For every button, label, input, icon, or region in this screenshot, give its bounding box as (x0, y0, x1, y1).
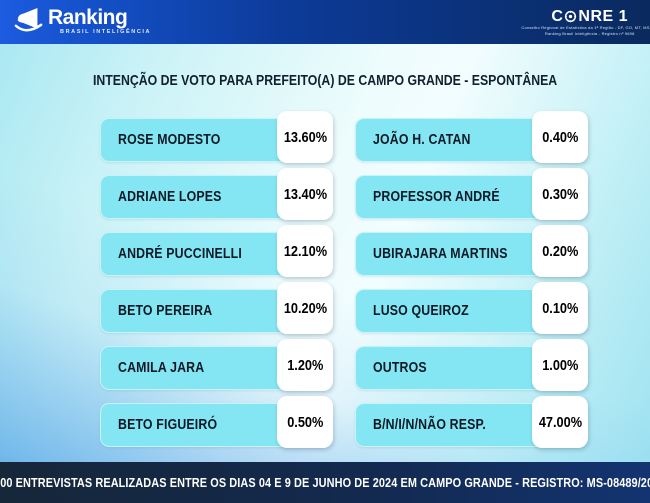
value-box: 0.10% (532, 282, 588, 334)
candidate-name: BETO FIGUEIRÓ (118, 417, 218, 433)
brand-tagline: BRASIL INTELIGÊNCIA (60, 29, 152, 35)
value-text: 10.20% (283, 299, 327, 317)
value-box: 0.40% (532, 111, 588, 163)
candidate-name: OUTROS (373, 360, 427, 376)
result-row: CAMILA JARA 1.20% (100, 339, 333, 391)
value-box: 1.00% (532, 339, 588, 391)
brand-name: Ranking (48, 6, 128, 29)
candidate-name: LUSO QUEIROZ (373, 303, 469, 319)
result-row: B/N/I/N/NÃO RESP. 47.00% (355, 396, 588, 448)
result-row: LUSO QUEIROZ 0.10% (355, 282, 588, 334)
value-text: 13.40% (283, 185, 327, 203)
candidate-name: ROSE MODESTO (118, 132, 221, 148)
value-box: 13.60% (277, 111, 333, 163)
value-box: 10.20% (277, 282, 333, 334)
brand-logo: Ranking BRASIL INTELIGÊNCIA (0, 1, 151, 43)
candidate-name: JOÃO H. CATAN (373, 132, 471, 148)
result-row: ADRIANE LOPES 13.40% (100, 168, 333, 220)
candidate-name: BETO PEREIRA (118, 303, 213, 319)
footer-bar: 2.000 ENTREVISTAS REALIZADAS ENTRE OS DI… (0, 462, 650, 503)
candidate-name: UBIRAJARA MARTINS (373, 246, 508, 262)
megaphone-icon (14, 6, 44, 43)
conre-subtext-1: Conselho Regional de Estatística da 1ª R… (521, 25, 650, 30)
result-row: JOÃO H. CATAN 0.40% (355, 111, 588, 163)
result-row: ROSE MODESTO 13.60% (100, 111, 333, 163)
value-text: 47.00% (538, 413, 582, 431)
result-row: UBIRAJARA MARTINS 0.20% (355, 225, 588, 277)
candidate-name: ADRIANE LOPES (118, 189, 222, 205)
header-bar: Ranking BRASIL INTELIGÊNCIA C NRE 1 Cons… (0, 0, 650, 44)
result-row: PROFESSOR ANDRÉ 0.30% (355, 168, 588, 220)
value-text: 12.10% (283, 242, 327, 260)
value-box: 0.30% (532, 168, 588, 220)
candidate-name: B/N/I/N/NÃO RESP. (373, 417, 486, 433)
conre-logo: C NRE 1 Conselho Regional de Estatística… (521, 7, 650, 36)
result-row: OUTROS 1.00% (355, 339, 588, 391)
value-text: 13.60% (283, 128, 327, 146)
results-column-right: JOÃO H. CATAN 0.40% PROFESSOR ANDRÉ 0.30… (355, 111, 588, 460)
results-column-left: ROSE MODESTO 13.60% ADRIANE LOPES 13.40%… (100, 111, 333, 460)
value-box: 1.20% (277, 339, 333, 391)
value-text: 1.00% (541, 356, 579, 374)
value-box: 0.20% (532, 225, 588, 277)
conre-name: C NRE 1 (551, 7, 629, 25)
result-row: ANDRÉ PUCCINELLI 12.10% (100, 225, 333, 277)
conre-subtext-2: Ranking Brasil Inteligência - Registro n… (544, 30, 635, 36)
value-text: 0.40% (541, 128, 579, 146)
value-text: 0.50% (286, 413, 324, 431)
value-box: 47.00% (532, 396, 588, 448)
value-box: 0.50% (277, 396, 333, 448)
value-text: 1.20% (286, 356, 324, 374)
result-row: BETO PEREIRA 10.20% (100, 282, 333, 334)
candidate-name: ANDRÉ PUCCINELLI (118, 246, 242, 262)
result-row: BETO FIGUEIRÓ 0.50% (100, 396, 333, 448)
value-text: 0.30% (541, 185, 579, 203)
value-text: 0.10% (541, 299, 579, 317)
page-title: INTENÇÃO DE VOTO PARA PREFEITO(A) DE CAM… (92, 72, 558, 89)
candidate-name: PROFESSOR ANDRÉ (373, 189, 500, 205)
value-text: 0.20% (541, 242, 579, 260)
value-box: 13.40% (277, 168, 333, 220)
footer-text: 2.000 ENTREVISTAS REALIZADAS ENTRE OS DI… (0, 475, 650, 490)
value-box: 12.10% (277, 225, 333, 277)
gear-icon (564, 10, 577, 23)
candidate-name: CAMILA JARA (118, 360, 205, 376)
